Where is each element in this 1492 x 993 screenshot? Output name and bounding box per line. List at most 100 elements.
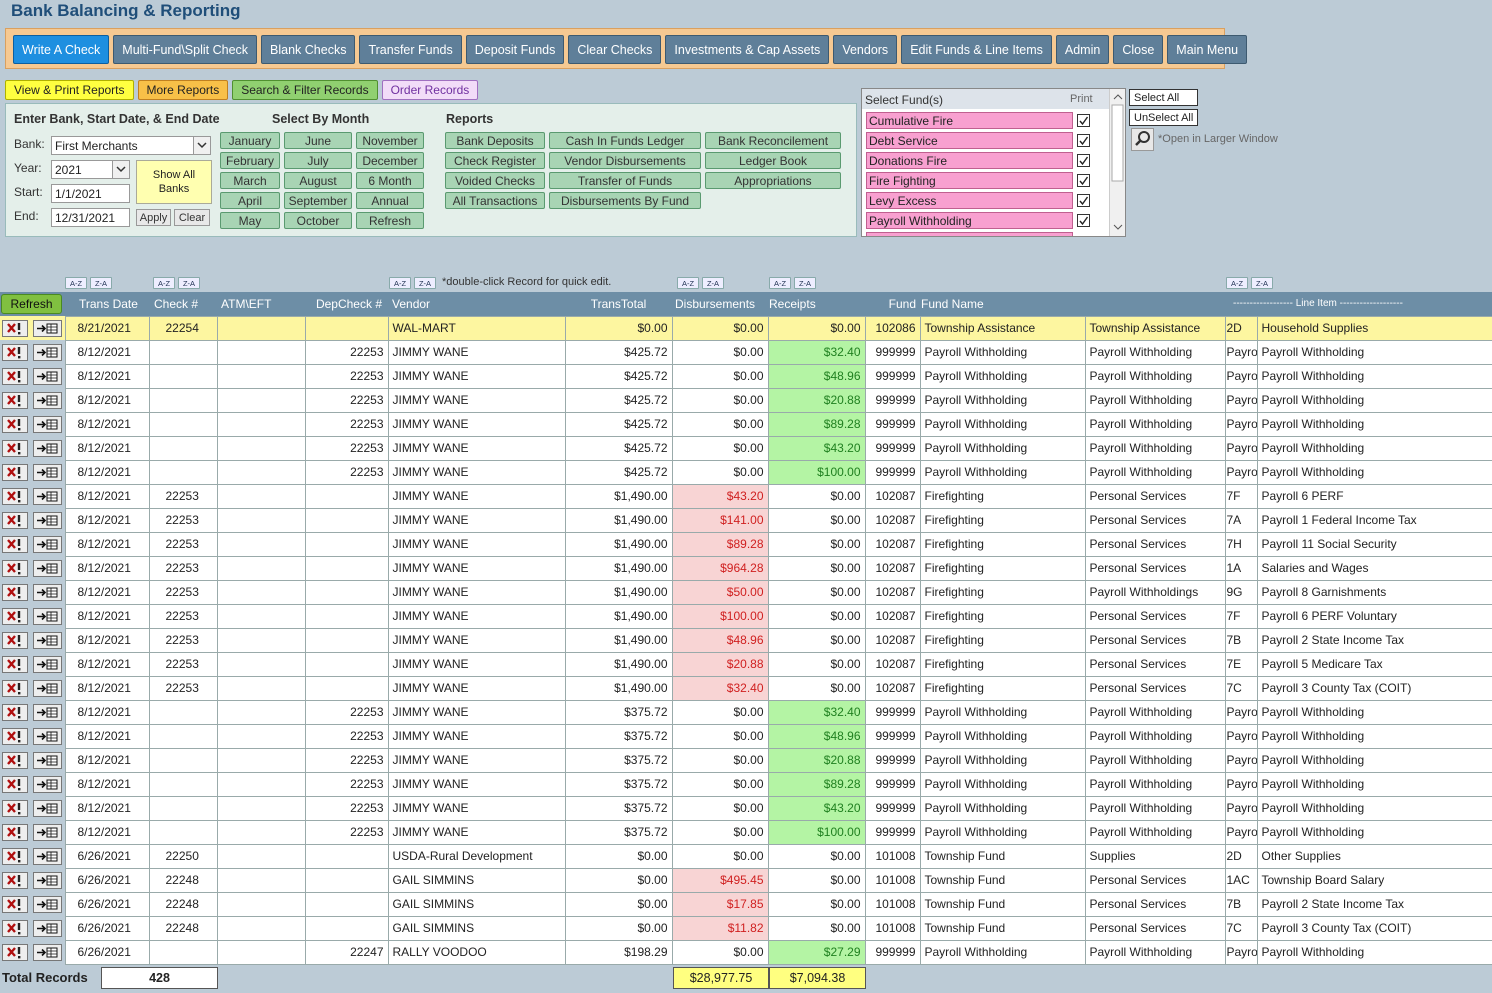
delete-button[interactable] [2, 439, 28, 457]
tab-button[interactable]: Search & Filter Records [232, 80, 378, 100]
record-row[interactable]: 8/12/2021 22253 JIMMY WANE $1,490.00 $141.00… [0, 507, 1492, 533]
toolbar-button[interactable]: Write A Check [13, 35, 110, 64]
delete-button[interactable] [2, 703, 28, 721]
sort-asc-button[interactable]: A-Z [1226, 277, 1248, 289]
open-record-button[interactable] [33, 583, 62, 601]
record-row[interactable]: 6/26/2021 22248 GAIL SIMMINS $0.00 $495.45 $0… [0, 867, 1492, 893]
open-record-button[interactable] [33, 679, 62, 697]
tab-button[interactable]: Order Records [381, 80, 479, 100]
delete-button[interactable] [2, 847, 28, 865]
open-record-button[interactable] [33, 919, 62, 937]
record-row[interactable]: 8/12/2021 22253 JIMMY WANE $375.72 $0.00 $32.… [0, 699, 1492, 725]
report-button[interactable]: Appropriations [705, 172, 841, 189]
record-row[interactable]: 8/12/2021 22253 JIMMY WANE $425.72 $0.00 $43.… [0, 435, 1492, 461]
month-button[interactable]: June [284, 132, 352, 149]
sort-asc-button[interactable]: A-Z [677, 277, 699, 289]
delete-button[interactable] [2, 799, 28, 817]
toolbar-button[interactable]: Transfer Funds [359, 35, 462, 64]
sort-asc-button[interactable]: A-Z [153, 277, 175, 289]
open-record-button[interactable] [33, 895, 62, 913]
fund-item[interactable]: Levy Excess [866, 192, 1073, 209]
delete-button[interactable] [2, 895, 28, 913]
toolbar-button[interactable]: Close [1113, 35, 1164, 64]
open-record-button[interactable] [33, 343, 62, 361]
sort-desc-button[interactable]: Z-A [794, 277, 816, 289]
sort-asc-button[interactable]: A-Z [65, 277, 87, 289]
sort-desc-button[interactable]: Z-A [90, 277, 112, 289]
open-record-button[interactable] [33, 655, 62, 673]
month-button[interactable]: October [284, 212, 352, 229]
delete-button[interactable] [2, 559, 28, 577]
report-button[interactable]: Cash In Funds Ledger [549, 132, 701, 149]
report-button[interactable]: Vendor Disbursements [549, 152, 701, 169]
month-button[interactable]: August [284, 172, 352, 189]
open-record-button[interactable] [33, 415, 62, 433]
record-row[interactable]: 8/21/2021 22254 WAL-MART $0.00 $0.00 $0.00 102… [0, 315, 1492, 341]
record-row[interactable]: 8/12/2021 22253 JIMMY WANE $425.72 $0.00 $89.… [0, 411, 1492, 437]
record-row[interactable]: 8/12/2021 22253 JIMMY WANE $425.72 $0.00 $100… [0, 459, 1492, 485]
record-row[interactable]: 8/12/2021 22253 JIMMY WANE $375.72 $0.00 $89.… [0, 771, 1492, 797]
toolbar-button[interactable]: Admin [1055, 35, 1110, 64]
record-row[interactable]: 8/12/2021 22253 JIMMY WANE $425.72 $0.00 $32.… [0, 339, 1492, 365]
month-button[interactable]: May [220, 212, 280, 229]
sort-desc-button[interactable]: Z-A [178, 277, 200, 289]
open-record-button[interactable] [33, 775, 62, 793]
open-record-button[interactable] [33, 535, 62, 553]
record-row[interactable]: 8/12/2021 22253 JIMMY WANE $1,490.00 $100.00… [0, 603, 1492, 629]
dropdown[interactable]: 2021 [51, 160, 130, 179]
delete-button[interactable] [2, 463, 28, 481]
delete-button[interactable] [2, 751, 28, 769]
record-row[interactable]: 8/12/2021 22253 JIMMY WANE $1,490.00 $48.96 $… [0, 627, 1492, 653]
record-row[interactable]: 6/26/2021 22250 USDA-Rural Development $0.0… [0, 843, 1492, 869]
record-row[interactable]: 8/12/2021 22253 JIMMY WANE $1,490.00 $964.28… [0, 555, 1492, 581]
record-row[interactable]: 8/12/2021 22253 JIMMY WANE $375.72 $0.00 $48.… [0, 723, 1492, 749]
toolbar-button[interactable]: Edit Funds & Line Items [901, 35, 1052, 64]
clear-button[interactable]: Clear [174, 209, 210, 226]
delete-button[interactable] [2, 367, 28, 385]
apply-button[interactable]: Apply [136, 209, 171, 226]
record-row[interactable]: 8/12/2021 22253 JIMMY WANE $425.72 $0.00 $48.… [0, 363, 1492, 389]
delete-button[interactable] [2, 607, 28, 625]
record-row[interactable]: 8/12/2021 22253 JIMMY WANE $425.72 $0.00 $20.… [0, 387, 1492, 413]
delete-button[interactable] [2, 871, 28, 889]
delete-button[interactable] [2, 535, 28, 553]
report-button[interactable]: All Transactions [445, 192, 545, 209]
toolbar-button[interactable]: Investments & Cap Assets [665, 35, 830, 64]
open-record-button[interactable] [33, 751, 62, 769]
select-all-button[interactable]: Select All [1129, 89, 1198, 106]
toolbar-button[interactable]: Clear Checks [568, 35, 662, 64]
sort-desc-button[interactable]: Z-A [1251, 277, 1273, 289]
record-row[interactable]: 8/12/2021 22253 JIMMY WANE $1,490.00 $43.20 $… [0, 483, 1492, 509]
delete-button[interactable] [2, 631, 28, 649]
tab-button[interactable]: More Reports [137, 80, 229, 100]
month-button[interactable]: Refresh [356, 212, 424, 229]
month-button[interactable]: February [220, 152, 280, 169]
record-row[interactable]: 8/12/2021 22253 JIMMY WANE $375.72 $0.00 $100… [0, 819, 1492, 845]
report-button[interactable]: Bank Reconcilement [705, 132, 841, 149]
delete-button[interactable] [2, 391, 28, 409]
record-row[interactable]: 8/12/2021 22253 JIMMY WANE $1,490.00 $20.88 $… [0, 651, 1492, 677]
record-row[interactable]: 6/26/2021 22248 GAIL SIMMINS $0.00 $11.82 $0.… [0, 915, 1492, 941]
report-button[interactable]: Ledger Book [705, 152, 841, 169]
open-record-button[interactable] [33, 703, 62, 721]
dropdown[interactable]: First Merchants [51, 136, 211, 155]
month-button[interactable]: November [356, 132, 424, 149]
delete-button[interactable] [2, 511, 28, 529]
text-input[interactable]: 12/31/2021 [51, 208, 130, 227]
open-record-button[interactable] [33, 727, 62, 745]
fund-item[interactable]: Cumulative Fire [866, 112, 1073, 129]
report-button[interactable]: Transfer of Funds [549, 172, 701, 189]
toolbar-button[interactable]: Vendors [833, 35, 898, 64]
open-record-button[interactable] [33, 871, 62, 889]
open-record-button[interactable] [33, 943, 62, 961]
open-record-button[interactable] [33, 367, 62, 385]
delete-button[interactable] [2, 487, 28, 505]
record-row[interactable]: 8/12/2021 22253 JIMMY WANE $375.72 $0.00 $43.… [0, 795, 1492, 821]
open-record-button[interactable] [33, 559, 62, 577]
record-row[interactable]: 8/12/2021 22253 JIMMY WANE $375.72 $0.00 $20.… [0, 747, 1492, 773]
report-button[interactable]: Check Register [445, 152, 545, 169]
open-record-button[interactable] [33, 607, 62, 625]
open-record-button[interactable] [33, 799, 62, 817]
toolbar-button[interactable]: Main Menu [1167, 35, 1248, 64]
refresh-button[interactable]: Refresh [1, 294, 62, 314]
